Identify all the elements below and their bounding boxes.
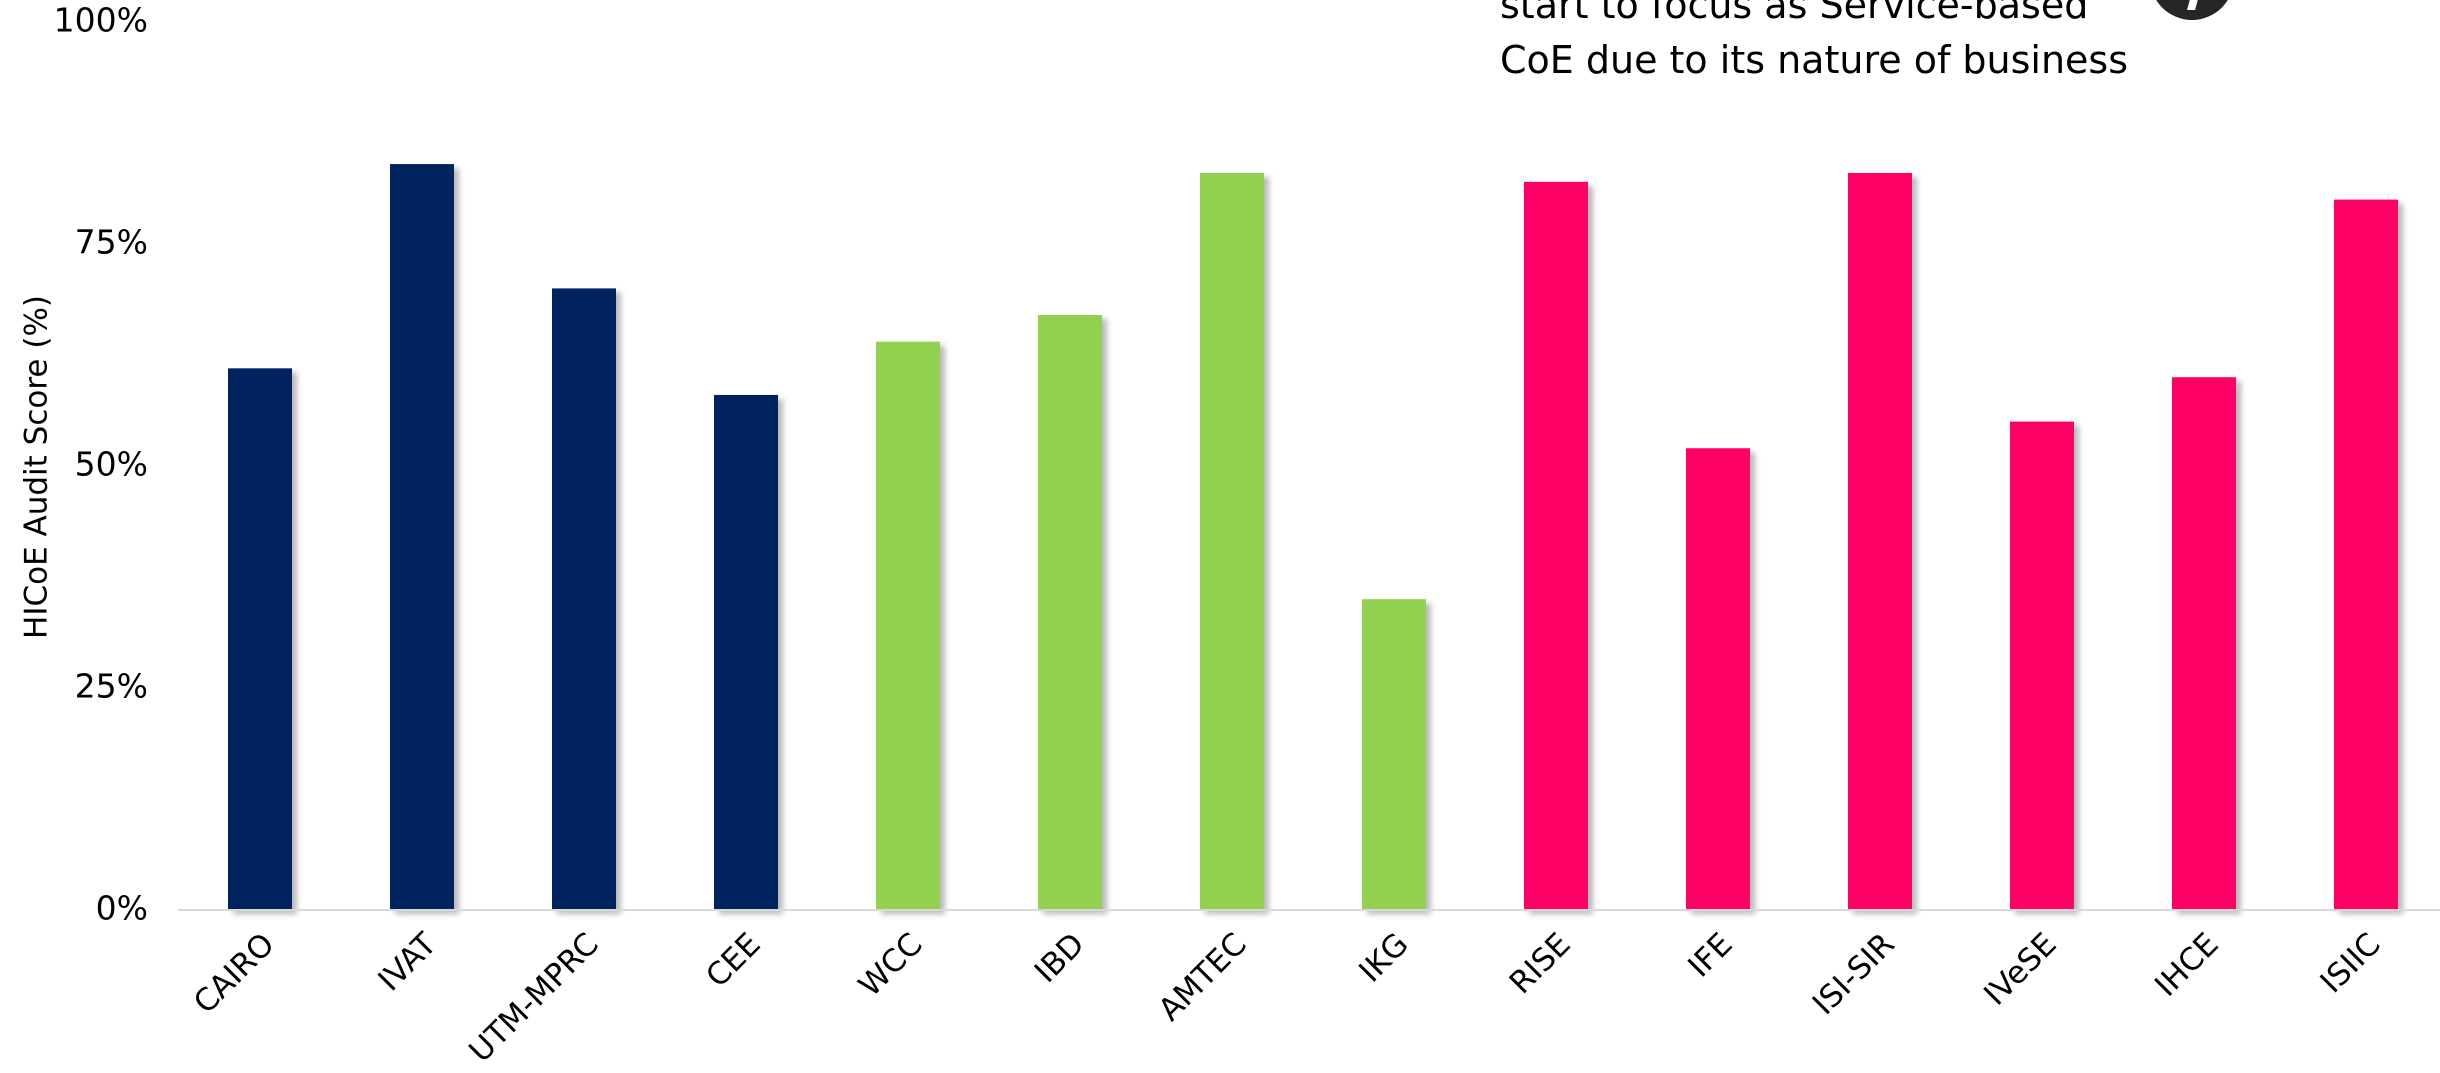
y-axis-ticks: 0% 25% 50% 75% 100% [54, 1, 148, 928]
bar [1038, 315, 1102, 910]
annotation-line: start to focus as Service-based [1500, 0, 2089, 27]
bar [552, 288, 616, 910]
bar [714, 394, 778, 911]
bar [1524, 181, 1588, 911]
y-tick-label: 50% [75, 445, 148, 484]
x-tick-label: CEE [699, 926, 767, 994]
bars-group [228, 164, 2398, 911]
y-axis-title: HICoE Audit Score (%) [19, 295, 55, 639]
y-tick-label: 75% [75, 223, 148, 262]
x-tick-label: IKG [1352, 926, 1415, 989]
x-tick-label: RISE [1503, 926, 1578, 1001]
annotation-text: start to focus as Service-based CoE due … [1500, 0, 2140, 88]
x-tick-label: IVeSE [1977, 926, 2063, 1012]
x-tick-label: ISI-SIR [1806, 926, 1902, 1022]
x-tick-label: IFE [1681, 926, 1739, 984]
x-tick-label: IHCE [2148, 926, 2226, 1004]
x-tick-label: ISIIC [2314, 926, 2388, 1000]
badge-mark [2187, 0, 2201, 10]
y-tick-label: 25% [75, 667, 148, 706]
bar [1686, 448, 1750, 910]
x-tick-label: AMTEC [1152, 926, 1254, 1028]
bar [228, 368, 292, 910]
annotation-line: CoE due to its nature of business [1500, 38, 2129, 82]
x-tick-label: WCC [852, 926, 930, 1004]
x-tick-label: CAIRO [187, 926, 282, 1021]
bar [1362, 599, 1426, 910]
bar [876, 341, 940, 910]
y-tick-label: 100% [54, 1, 148, 40]
bar [2334, 199, 2398, 911]
bar [1848, 172, 1912, 910]
x-tick-label: IVAT [371, 925, 444, 998]
bar [2172, 377, 2236, 910]
bar [2010, 421, 2074, 910]
y-tick-label: 0% [96, 889, 148, 928]
bar [1200, 172, 1264, 910]
bar [390, 164, 454, 910]
x-tick-label: IBD [1028, 926, 1092, 990]
x-axis-category-labels: CAIRO IVAT UTM-MPRC CEE WCC IBD AMTEC IKG RISE IF… [187, 925, 2388, 1069]
x-tick-label: UTM-MPRC [462, 926, 605, 1069]
